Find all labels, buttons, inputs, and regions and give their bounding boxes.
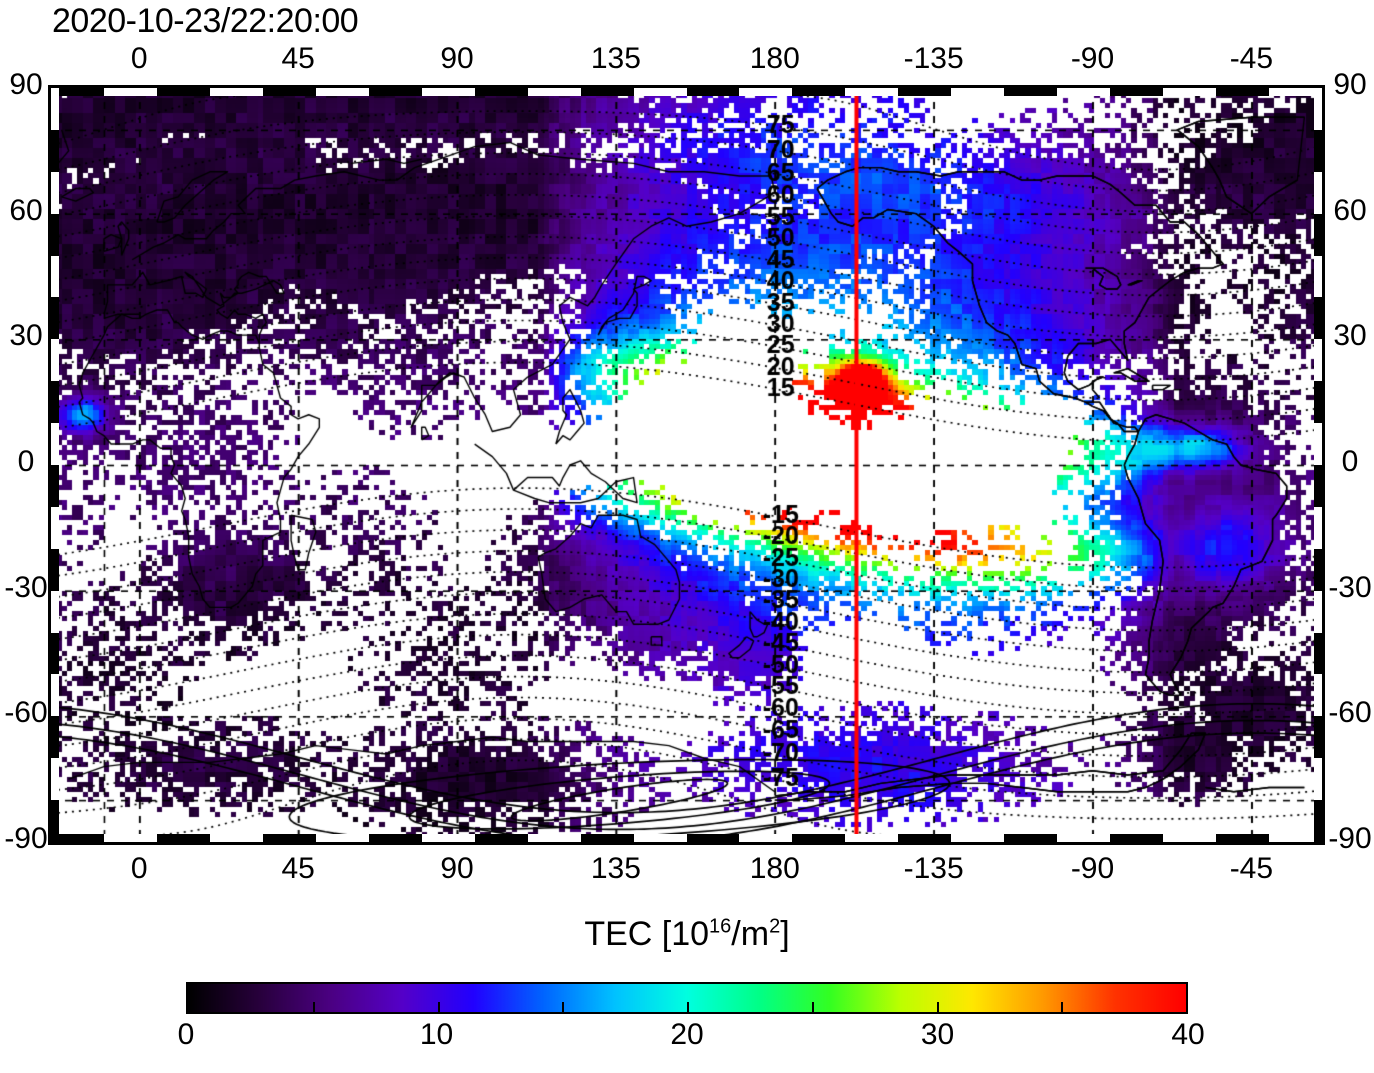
colorbar-label-0: 0 <box>177 1018 195 1051</box>
colorbar-title-tail: /m <box>731 915 770 953</box>
colorbar-label-30: 30 <box>920 1018 955 1051</box>
colorbar <box>186 982 1188 1014</box>
longitude-tick--135: -135 <box>903 852 964 885</box>
map-plot-area <box>51 88 1322 842</box>
longitude-tick-90: 90 <box>440 852 474 885</box>
colorbar-title-main: TEC [10 <box>584 915 710 953</box>
longitude-tick--45: -45 <box>1229 42 1274 75</box>
colorbar-label-20: 20 <box>670 1018 704 1051</box>
latitude-tick-0: 0 <box>17 445 35 478</box>
colorbar-tick <box>562 1002 565 1012</box>
latitude-tick-30: 30 <box>1333 319 1367 353</box>
map-plot-frame <box>48 85 1325 845</box>
colorbar-tick <box>312 1002 315 1012</box>
longitude-tick--90: -90 <box>1070 852 1115 885</box>
page-title: 2020-10-23/22:20:00 <box>52 2 359 40</box>
longitude-tick-45: 45 <box>281 42 315 75</box>
longitude-tick-180: 180 <box>749 42 800 75</box>
longitude-tick--45: -45 <box>1229 852 1274 885</box>
colorbar-label-10: 10 <box>419 1018 454 1051</box>
longitude-tick-0: 0 <box>130 852 148 885</box>
colorbar-tick <box>437 1002 440 1012</box>
colorbar-title-exp2: 2 <box>769 915 781 938</box>
latitude-tick-neg30: -30 <box>4 570 48 604</box>
tec-heatmap-canvas <box>51 88 1322 842</box>
latitude-tick-60: 60 <box>9 193 43 227</box>
longitude-tick-0: 0 <box>130 42 148 75</box>
colorbar-title: TEC [1016/m2] <box>0 915 1374 954</box>
colorbar-tick <box>687 1002 689 1012</box>
latitude-tick-30: 30 <box>9 319 43 353</box>
colorbar-tick <box>936 1002 939 1012</box>
colorbar-label-40: 40 <box>1171 1018 1205 1051</box>
colorbar-tick <box>1061 1002 1064 1012</box>
longitude-tick-180: 180 <box>749 852 800 885</box>
latitude-tick-neg60: -60 <box>1328 696 1372 730</box>
longitude-tick-135: 135 <box>590 852 641 885</box>
latitude-tick-neg90: -90 <box>4 822 48 855</box>
colorbar-title-close: ] <box>780 915 790 953</box>
longitude-tick-45: 45 <box>281 852 315 885</box>
colorbar-tick <box>188 1002 190 1012</box>
latitude-tick-neg60: -60 <box>4 696 48 730</box>
latitude-tick-neg30: -30 <box>1328 570 1372 604</box>
colorbar-tick <box>811 1002 814 1012</box>
longitude-tick--90: -90 <box>1070 42 1115 75</box>
colorbar-title-exp1: 16 <box>709 915 732 938</box>
latitude-tick-60: 60 <box>1333 193 1367 227</box>
latitude-tick-neg90: -90 <box>1328 822 1372 855</box>
longitude-tick--135: -135 <box>903 42 964 75</box>
longitude-tick-135: 135 <box>590 42 641 75</box>
latitude-tick-90: 90 <box>1333 68 1367 101</box>
longitude-tick-90: 90 <box>440 42 474 75</box>
latitude-tick-90: 90 <box>9 68 43 101</box>
latitude-tick-0: 0 <box>1341 445 1359 478</box>
colorbar-tick <box>1186 1002 1188 1012</box>
